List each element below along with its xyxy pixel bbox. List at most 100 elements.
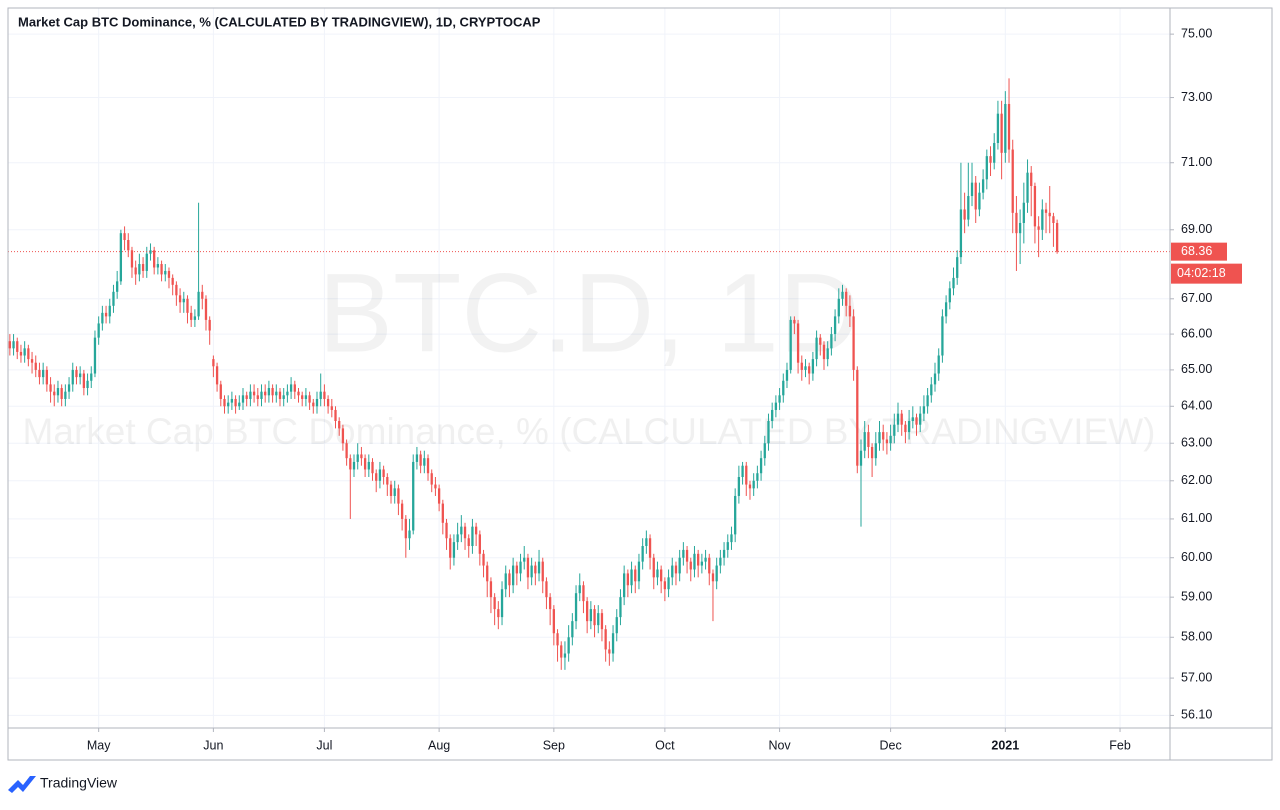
candle-body <box>326 398 330 407</box>
candle-body <box>145 253 148 271</box>
candle-body <box>626 573 630 586</box>
candle-body <box>700 561 704 566</box>
candle-body <box>1033 185 1037 227</box>
y-tick-label: 67.00 <box>1181 291 1212 305</box>
candle-body <box>449 538 452 558</box>
x-tick-label: Jul <box>316 738 332 752</box>
candle-body <box>319 391 322 399</box>
brand-logo: TradingView <box>8 775 118 793</box>
candle-body <box>556 633 559 646</box>
candle-body <box>970 182 974 197</box>
candle-body <box>86 380 89 389</box>
candle-body <box>623 573 626 598</box>
y-tick-label: 56.10 <box>1181 708 1212 722</box>
candle-body <box>445 522 448 539</box>
candle-body <box>582 585 585 602</box>
candle-body <box>341 428 345 444</box>
candle-body <box>689 561 692 570</box>
candle-body <box>641 546 644 562</box>
candle-body <box>608 649 611 654</box>
candle-body <box>97 323 100 338</box>
candle-body <box>845 291 848 306</box>
candle-body <box>841 291 844 299</box>
candle-body <box>534 565 537 574</box>
candle-body <box>911 417 914 421</box>
candle-body <box>900 413 903 425</box>
candle-body <box>615 617 618 634</box>
candle-body <box>874 443 877 459</box>
candle-body <box>652 557 655 578</box>
candle-body <box>578 585 581 594</box>
candle-body <box>393 488 396 496</box>
candle-body <box>526 557 530 578</box>
candle-body <box>726 542 729 550</box>
candle-body <box>926 395 929 407</box>
candle-body <box>671 565 674 578</box>
candle-body <box>467 538 470 547</box>
candle-body <box>889 435 892 444</box>
candle-body <box>119 233 123 282</box>
y-tick-label: 62.00 <box>1181 473 1212 487</box>
candle-body <box>293 384 296 392</box>
candle-body <box>27 348 30 360</box>
candle-body <box>1041 209 1044 230</box>
candle-body <box>830 334 833 349</box>
candle-body <box>60 388 63 399</box>
candle-body <box>223 398 226 407</box>
y-tick-label: 57.00 <box>1181 670 1212 684</box>
candle-body <box>959 209 963 258</box>
candle-body <box>993 142 996 163</box>
candle-body <box>486 565 489 582</box>
candle-body <box>574 593 578 622</box>
candle-body <box>815 337 818 360</box>
candle-body <box>193 316 197 320</box>
candle-body <box>330 406 333 410</box>
y-tick-label: 60.00 <box>1181 550 1212 564</box>
candle-body <box>1004 103 1007 153</box>
candle-body <box>734 495 737 535</box>
candle-body <box>693 553 696 570</box>
candle-body <box>537 561 541 574</box>
candle-body <box>71 369 74 385</box>
candle-body <box>160 264 163 275</box>
candle-body <box>38 369 41 378</box>
candle-body <box>548 597 552 610</box>
candle-body <box>663 581 667 590</box>
candle-body <box>93 337 97 374</box>
candle-body <box>893 424 896 436</box>
candle-body <box>974 182 977 210</box>
candle-body <box>600 613 604 630</box>
candle-body <box>386 476 389 485</box>
y-tick-label: 73.00 <box>1181 90 1212 104</box>
candle-body <box>108 305 111 317</box>
candle-body <box>685 549 689 562</box>
candle-body <box>360 454 363 459</box>
candle-body <box>116 281 119 292</box>
candle-body <box>656 569 659 578</box>
candles <box>8 78 1170 670</box>
y-tick-label: 69.00 <box>1181 222 1212 236</box>
candle-body <box>489 581 493 598</box>
candle-body <box>178 295 182 303</box>
candle-body <box>759 458 763 474</box>
candle-body <box>1048 212 1051 217</box>
x-tick-label: Dec <box>879 738 901 752</box>
candle-body <box>800 362 803 370</box>
candle-body <box>90 373 93 381</box>
candle-body <box>756 473 759 481</box>
candle-body <box>741 465 744 477</box>
candle-body <box>138 264 141 275</box>
candle-body <box>112 291 115 306</box>
candle-body <box>190 312 193 320</box>
brand-name: TradingView <box>40 775 118 791</box>
candle-body <box>1052 216 1055 223</box>
candle-body <box>915 417 918 425</box>
candle-body <box>796 323 800 363</box>
candle-body <box>782 380 785 396</box>
candle-body <box>260 391 263 399</box>
y-tick-label: 59.00 <box>1181 589 1212 603</box>
candle-body <box>678 557 681 574</box>
candle-body <box>19 351 23 356</box>
candle-body <box>878 432 881 444</box>
